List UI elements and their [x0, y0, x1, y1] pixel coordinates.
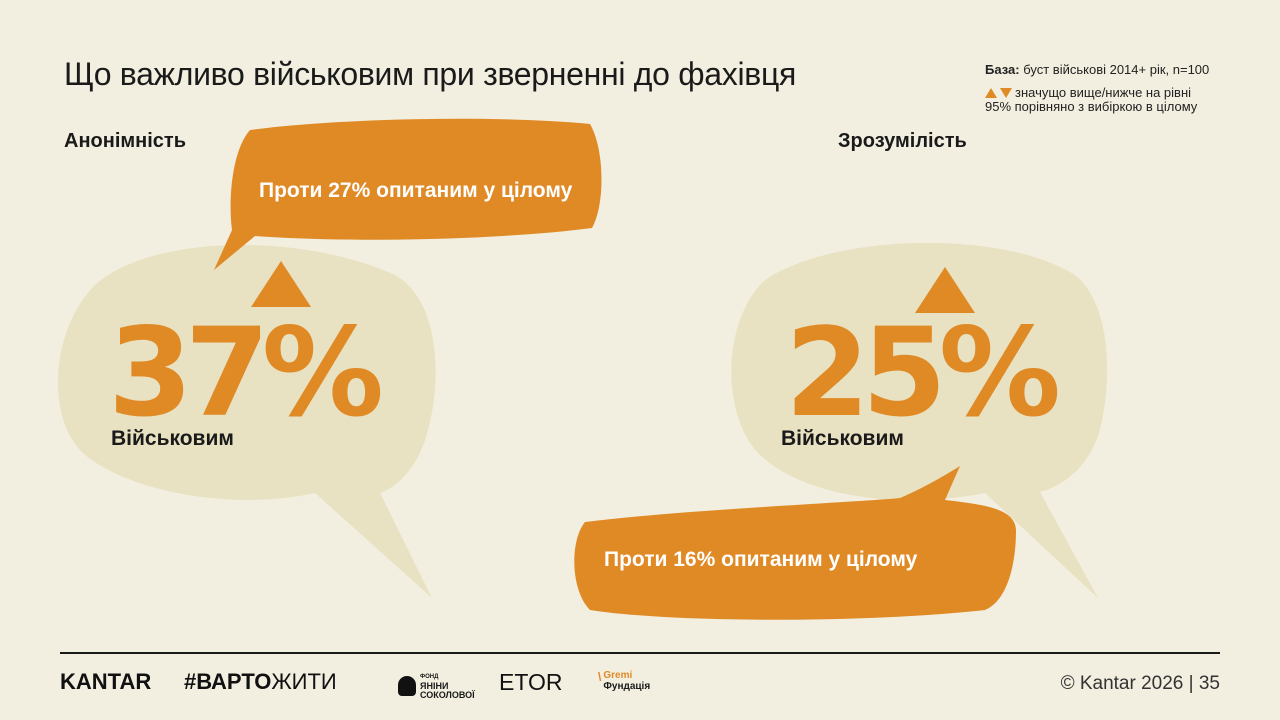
left-bubble [57, 244, 436, 598]
left-value: 37% [108, 302, 384, 444]
gremi-line-2: Фундація [603, 681, 651, 692]
legend-line-1: значущо вище/нижче на рівні [1015, 85, 1192, 100]
right-subject: Військовим [781, 427, 904, 450]
arrow-up-icon [251, 261, 311, 307]
legend-line-2: 95% порівняно з вибіркою в цілому [985, 99, 1198, 114]
triangle-down-icon [1000, 88, 1012, 98]
left-heading: Анонімність [64, 130, 187, 152]
significance-legend: значущо вище/нижче на рівні 95% порівнян… [985, 86, 1245, 114]
right-bubble [731, 242, 1108, 598]
fond-line-2: ЯНІНИ [420, 681, 449, 691]
base-text: буст військові 2014+ рік, n=100 [1023, 62, 1210, 77]
fond-line-3: СОКОЛОВОЇ [420, 690, 475, 700]
gremi-mark-icon: \ [598, 670, 602, 684]
base-label: База: [985, 62, 1020, 77]
base-note: База: буст військові 2014+ рік, n=100 [985, 62, 1245, 77]
varto-rest: ЖИТИ [271, 669, 337, 694]
etor-logo: ETOR [499, 669, 563, 695]
triangle-up-icon [985, 88, 997, 98]
left-subject: Військовим [111, 427, 234, 450]
gremi-text: Gremi Фундація [603, 670, 650, 692]
right-callout-text: Проти 16% опитаним у цілому [604, 548, 918, 571]
arrow-up-icon [915, 267, 975, 313]
right-heading: Зрозумілість [838, 130, 967, 152]
kantar-logo: KANTAR [60, 669, 152, 694]
fond-mark-icon [398, 675, 416, 696]
gremi-line-1: Gremi [603, 670, 633, 681]
fond-logo: ФОНД ЯНІНИ СОКОЛОВОЇ [398, 671, 475, 700]
fond-text: ФОНД ЯНІНИ СОКОЛОВОЇ [420, 671, 475, 700]
varto-zhyty-logo: #ВАРТОЖИТИ [184, 669, 337, 695]
page-title: Що важливо військовим при зверненні до ф… [64, 56, 797, 92]
fond-line-1: ФОНД [420, 674, 439, 680]
footer-divider [60, 652, 1220, 654]
gremi-logo: \ Gremi Фундація [598, 670, 650, 692]
right-callout-shape [574, 466, 1016, 620]
varto-bold: ВАРТО [196, 669, 272, 694]
right-value: 25% [785, 302, 1061, 444]
copyright-page-number: © Kantar 2026 | 35 [1060, 673, 1220, 694]
left-callout-text: Проти 27% опитаним у цілому [259, 179, 573, 202]
varto-hash: # [184, 669, 197, 694]
left-callout-shape [214, 118, 602, 270]
